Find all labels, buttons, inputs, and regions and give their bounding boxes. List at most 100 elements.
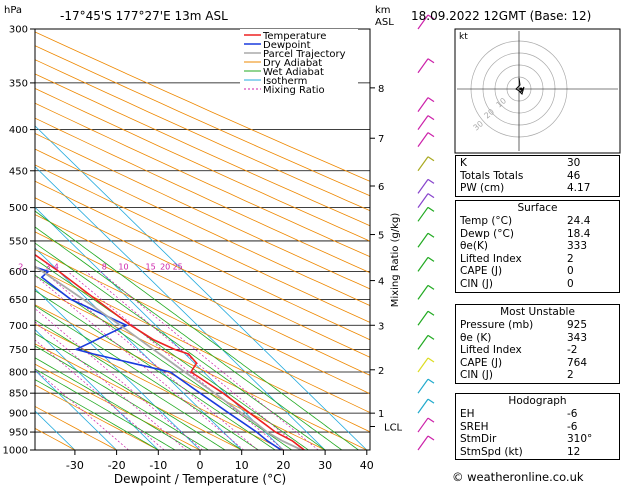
surface-title: Surface	[517, 202, 558, 214]
index-row-pw: PW (cm) 4.17	[460, 182, 591, 195]
dry-adiabat-150	[35, 102, 370, 258]
wet-adiabat--6	[35, 368, 176, 450]
wind-barb-flag-520	[427, 206, 435, 212]
x-tick-label-0: 0	[197, 459, 204, 472]
mixing-ratio-line-10	[42, 271, 259, 450]
wet-adiabat-38	[35, 210, 359, 450]
wind-barb-flag-480	[427, 178, 435, 184]
x-axis-label: Dewpoint / Temperature (°C)	[114, 472, 286, 486]
wet-adiabat-6	[35, 332, 226, 450]
km-tick-label-6: 6	[378, 182, 384, 193]
km-tick-label-3: 3	[378, 321, 384, 332]
legend-mixing-ratio: Mixing Ratio	[263, 85, 325, 96]
dry-adiabat-50	[35, 267, 370, 433]
most-unstable-table: Most Unstable Pressure (mb) 925 θe (K) 343…	[455, 304, 620, 384]
p-tick-label-800: 800	[9, 367, 28, 378]
hodograph-frame	[454, 28, 621, 154]
legend-dry-adiabat: Dry Adiabat	[263, 58, 322, 69]
dry-adiabat-120	[35, 148, 370, 306]
wet-adiabat--10	[35, 379, 159, 450]
dry-adiabat-80	[35, 214, 370, 376]
mixing-ratio-line-8	[35, 275, 245, 450]
wind-barb-flag-600	[427, 256, 435, 262]
p-tick-label-450: 450	[9, 166, 28, 177]
dry-adiabat-70	[35, 231, 370, 395]
wind-barb-700	[417, 310, 429, 326]
wind-barb-800	[417, 357, 429, 373]
mixing-ratio-label-25: 25	[173, 262, 183, 271]
p-tick-label-750: 750	[9, 345, 28, 356]
wind-barb-flag-900	[427, 398, 435, 404]
wet-adiabat-2	[35, 345, 209, 450]
x-tick-label-10: 10	[235, 459, 249, 472]
dry-adiabat-90	[35, 197, 370, 358]
wind-barb-flag-560	[427, 232, 435, 238]
p-tick-label-1000: 1000	[3, 446, 28, 457]
mixing-ratio-line-3	[35, 321, 187, 450]
p-tick-label-550: 550	[9, 236, 28, 247]
isotherm-30	[35, 166, 326, 450]
wind-barb-340	[417, 58, 429, 74]
wind-barb-flag-750	[427, 334, 435, 340]
dry-adiabat-190	[35, 45, 370, 197]
km-tick-label-5: 5	[378, 231, 384, 242]
wet-adiabat-10	[35, 319, 242, 450]
legend-wet-adiabat: Wet Adiabat	[263, 67, 324, 78]
datetime-label: 18.09.2022 12GMT (Base: 12)	[411, 9, 591, 23]
dry-adiabat-40	[35, 285, 367, 450]
legend-parcel: Parcel Trajectory	[263, 49, 346, 60]
wind-barb-flag-500	[427, 193, 435, 199]
lcl-label: LCL	[384, 422, 403, 433]
mixing-ratio-label-2: 2	[18, 262, 23, 271]
legend: Temperature Dewpoint Parcel Trajectory D…	[240, 29, 358, 96]
asl-label: ASL	[375, 17, 394, 28]
trace-dewpoint	[35, 266, 282, 450]
dry-adiabat-160	[35, 87, 370, 242]
wet-adiabat-14	[35, 305, 259, 450]
wind-barb-400	[417, 115, 429, 130]
wind-barb-flag-400	[427, 115, 435, 121]
wind-barb-flag-450	[427, 156, 435, 162]
mixing-ratio-line-1	[35, 369, 129, 450]
p-tick-label-300: 300	[9, 25, 28, 36]
wind-barb-560	[417, 232, 429, 248]
wind-barb-flag-420	[427, 132, 435, 138]
wind-barb-flag-650	[427, 284, 435, 290]
location-label: -17°45'S 177°27'E 13m ASL	[60, 9, 228, 23]
trace-parcel	[35, 265, 303, 450]
index-row-k: K 30	[460, 157, 581, 169]
isotherm--20	[35, 369, 117, 450]
hpa-label: hPa	[4, 5, 22, 16]
wind-barb-750	[417, 335, 429, 350]
wind-barb-420	[417, 132, 429, 148]
wind-barb-flag-1000	[427, 435, 435, 441]
wind-barbs	[417, 14, 435, 451]
wind-barb-flag-800	[427, 357, 435, 363]
x-tick-label-40: 40	[360, 459, 374, 472]
mixing-ratio-axis-label: Mixing Ratio (g/kg)	[390, 213, 401, 308]
isotherm-40	[35, 125, 368, 450]
wind-barb-500	[417, 193, 429, 208]
dry-adiabat-110	[35, 164, 370, 323]
dry-adiabat-20	[35, 323, 284, 450]
wind-barb-520	[417, 206, 429, 222]
p-tick-label-700: 700	[9, 321, 28, 332]
plot-frame	[34, 28, 371, 451]
axes: 3003504004505005506006507007508008509009…	[3, 25, 403, 473]
p-tick-label-500: 500	[9, 203, 28, 214]
p-tick-label-650: 650	[9, 295, 28, 306]
sounding-traces	[35, 253, 305, 450]
p-tick-label-900: 900	[9, 409, 28, 420]
storm-motion-marker	[519, 87, 523, 91]
wind-barb-flag-850	[427, 378, 435, 384]
wind-barb-flag-700	[427, 310, 435, 316]
wind-barb-450	[417, 156, 429, 172]
mixing-ratio-line-4	[35, 308, 203, 450]
isotherm--10	[35, 329, 159, 450]
wind-barb-flag-300	[427, 14, 435, 20]
p-tick-label-850: 850	[9, 389, 28, 400]
x-tick-label--10: -10	[149, 459, 167, 472]
wind-barb-300	[417, 14, 429, 30]
p-tick-label-600: 600	[9, 267, 28, 278]
mixing-ratio-label-8: 8	[102, 262, 107, 271]
